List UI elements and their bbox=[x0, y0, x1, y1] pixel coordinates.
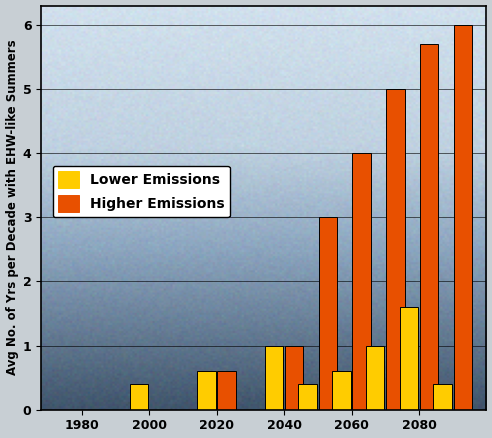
Bar bbox=[352, 153, 371, 410]
Y-axis label: Avg No. of Yrs per Decade with EHW-like Summers: Avg No. of Yrs per Decade with EHW-like … bbox=[5, 40, 19, 375]
Bar bbox=[332, 371, 351, 410]
Bar bbox=[366, 346, 384, 410]
Bar bbox=[197, 371, 216, 410]
Bar bbox=[386, 89, 404, 410]
Bar bbox=[319, 217, 337, 410]
Bar bbox=[130, 384, 148, 410]
Bar bbox=[433, 384, 452, 410]
Legend: Lower Emissions, Higher Emissions: Lower Emissions, Higher Emissions bbox=[53, 166, 230, 217]
Bar bbox=[420, 44, 438, 410]
Bar bbox=[400, 307, 418, 410]
Bar bbox=[217, 371, 236, 410]
Bar bbox=[285, 346, 304, 410]
Bar bbox=[265, 346, 283, 410]
Bar bbox=[454, 25, 472, 410]
Bar bbox=[298, 384, 317, 410]
